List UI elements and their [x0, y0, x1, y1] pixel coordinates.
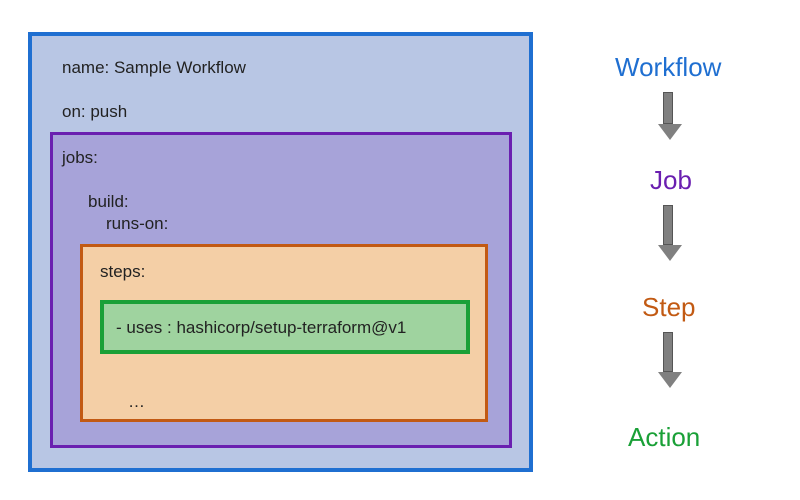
hierarchy-step-label: Step — [642, 292, 696, 323]
arrow-down-icon — [658, 92, 678, 140]
diagram-canvas: name: Sample Workflow on: push jobs: bui… — [0, 0, 800, 500]
jobs-label: jobs: — [62, 148, 98, 168]
runs-on-label: runs-on: — [106, 214, 168, 234]
ellipsis-label: … — [128, 392, 145, 412]
build-label: build: — [88, 192, 129, 212]
steps-label: steps: — [100, 262, 145, 282]
hierarchy-action-label: Action — [628, 422, 700, 453]
arrow-down-icon — [658, 332, 678, 388]
workflow-on-label: on: push — [62, 102, 127, 122]
arrow-down-icon — [658, 205, 678, 261]
uses-label: - uses : hashicorp/setup-terraform@v1 — [116, 318, 406, 338]
workflow-name-label: name: Sample Workflow — [62, 58, 246, 78]
hierarchy-job-label: Job — [650, 165, 692, 196]
hierarchy-workflow-label: Workflow — [615, 52, 721, 83]
